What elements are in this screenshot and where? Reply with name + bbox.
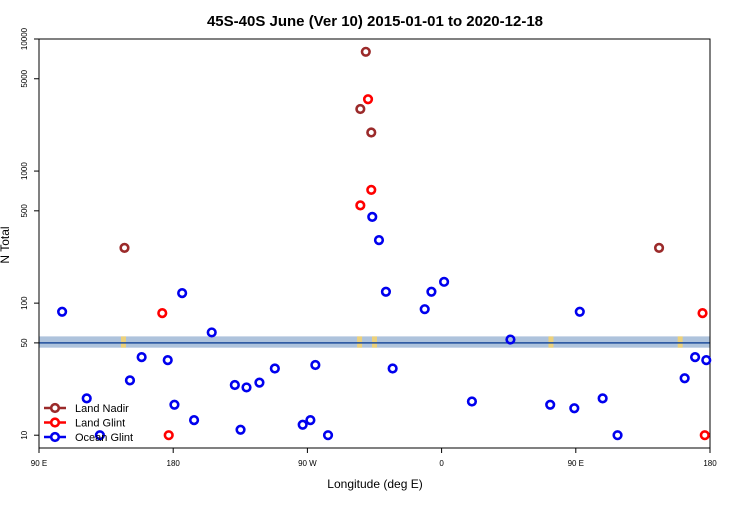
data-point	[136, 352, 147, 363]
series-ocean-glint	[57, 211, 712, 441]
data-point	[438, 276, 450, 287]
data-point	[94, 430, 105, 441]
data-point	[612, 430, 623, 441]
data-point	[597, 393, 608, 404]
data-point	[505, 334, 516, 345]
data-point	[569, 403, 580, 414]
legend-label: Ocean Glint	[75, 432, 133, 444]
legend: Land Nadir Land Glint Ocean Glint	[44, 402, 133, 444]
series-land-nadir	[119, 46, 665, 253]
data-point	[545, 399, 556, 410]
data-point	[124, 375, 136, 386]
data-point	[701, 355, 712, 366]
y-tick-label: 10	[20, 430, 29, 439]
data-point	[653, 242, 665, 253]
x-axis-label: Longitude (deg E)	[327, 477, 422, 491]
data-point	[305, 415, 316, 426]
legend-label: Land Glint	[75, 418, 125, 430]
y-tick-label: 5000	[20, 69, 29, 87]
data-point	[360, 46, 371, 57]
data-point	[689, 352, 701, 363]
x-tick-label: 180	[703, 459, 717, 468]
legend-marker	[49, 402, 61, 414]
data-point	[206, 327, 217, 338]
data-points	[57, 46, 712, 441]
data-point	[426, 286, 437, 297]
band-highlight	[357, 336, 363, 348]
data-point	[322, 430, 334, 441]
y-axis-label: N Total	[0, 226, 12, 263]
data-point	[697, 308, 708, 319]
data-point	[162, 355, 173, 366]
x-tick-label: 90 W	[298, 459, 317, 468]
chart-title: 45S-40S June (Ver 10) 2015-01-01 to 2020…	[207, 13, 543, 30]
data-point	[119, 242, 130, 253]
data-point	[241, 382, 252, 393]
data-point	[229, 379, 240, 391]
data-point	[362, 94, 374, 105]
series-land-glint	[157, 94, 710, 441]
legend-marker	[49, 431, 61, 443]
band-highlight	[548, 336, 554, 348]
plot-frame	[38, 38, 711, 449]
y-tick-label: 10000	[20, 27, 29, 50]
data-point	[81, 393, 92, 404]
data-point	[297, 419, 308, 430]
band-highlight	[120, 336, 126, 348]
data-point	[699, 430, 710, 441]
y-tick-label: 100	[20, 296, 29, 310]
data-point	[57, 306, 68, 317]
axes: 90 E 180 90 W 0 90 E 180 10 50 100 500 1000 5000 100…	[20, 27, 717, 468]
band-highlight	[677, 336, 683, 348]
data-point	[254, 377, 265, 388]
y-tick-label: 500	[20, 204, 29, 218]
legend-marker	[49, 417, 61, 428]
data-point	[366, 127, 377, 138]
data-point	[387, 363, 398, 374]
data-point	[188, 415, 200, 426]
data-point	[177, 288, 188, 299]
data-point	[380, 286, 392, 297]
x-tick-label: 90 E	[568, 459, 584, 468]
data-point	[310, 359, 321, 371]
data-point	[355, 103, 366, 115]
data-point	[163, 430, 174, 441]
data-point	[169, 399, 180, 410]
data-point	[157, 308, 168, 319]
band-highlight	[372, 336, 377, 348]
data-point	[235, 424, 246, 435]
data-point	[269, 363, 280, 374]
reference-band	[39, 336, 710, 348]
data-point	[419, 304, 430, 315]
data-point	[355, 200, 366, 211]
x-tick-label: 0	[439, 459, 444, 468]
x-tick-label: 180	[167, 459, 181, 468]
data-point	[679, 373, 690, 384]
legend-label: Land Nadir	[75, 403, 129, 415]
data-point	[367, 211, 378, 222]
y-tick-label: 1000	[20, 162, 29, 180]
data-point	[466, 396, 478, 407]
y-tick-label: 50	[20, 338, 29, 347]
data-point	[366, 184, 377, 196]
data-point	[574, 306, 585, 317]
data-point	[373, 235, 385, 246]
x-tick-label: 90 E	[31, 459, 47, 468]
